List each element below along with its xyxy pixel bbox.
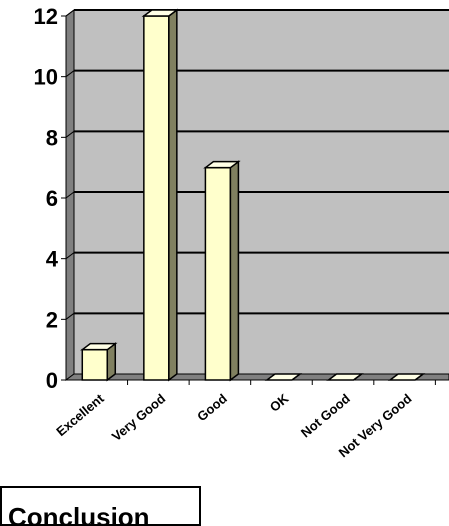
bar-side (229, 160, 240, 382)
y-tick-label: 4 (46, 247, 59, 272)
conclusion-label: Conclusion (8, 502, 150, 526)
x-tick-label: OK (267, 390, 292, 414)
x-tick-label: Very Good (109, 391, 168, 444)
bar-top (203, 160, 241, 169)
y-tick-label: 12 (34, 4, 58, 29)
bar-top (80, 342, 118, 351)
y-tick-label: 6 (46, 186, 58, 211)
y-tick-label: 10 (34, 65, 58, 90)
bar-top (141, 9, 180, 17)
gridline-side (65, 9, 75, 17)
bar-top (387, 373, 426, 381)
x-tick-label: Excellent (53, 390, 107, 439)
gridline-side (65, 191, 75, 199)
y-tick-label: 0 (46, 368, 58, 393)
bar-top (264, 373, 303, 381)
gridline-side (65, 70, 75, 78)
plot-back-wall (74, 10, 449, 380)
y-tick-label: 8 (46, 125, 58, 150)
gridline-side (65, 312, 75, 320)
bar-very-good (143, 15, 170, 381)
bar-good (204, 166, 232, 381)
gridline-side (65, 252, 75, 260)
bar-side (168, 8, 178, 382)
x-tick-label: Not Good (298, 391, 353, 441)
y-tick-label: 2 (46, 307, 58, 332)
bar-chart: 0 2 4 6 8 10 12 Excellent Very Good Good OK Not Goo… (34, 4, 449, 460)
conclusion-box: Conclusion (0, 486, 201, 526)
bar-excellent (81, 348, 109, 381)
x-tick-label: Good (194, 391, 230, 424)
bar-top (326, 373, 364, 381)
chart-container: 0 2 4 6 8 10 12 Excellent Very Good Good OK Not Goo… (0, 4, 449, 526)
gridline-side (65, 130, 75, 138)
